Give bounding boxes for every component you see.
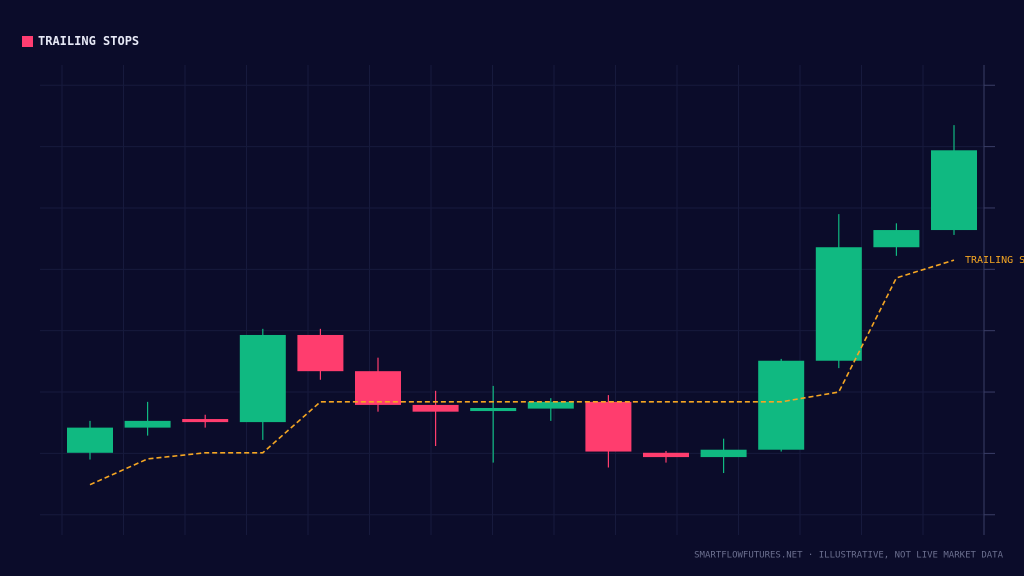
footer-note: SMARTFLOWFUTURES.NET · ILLUSTRATIVE, NOT… [694, 551, 1003, 561]
candle-body [297, 334, 344, 372]
candle-body [758, 360, 805, 450]
candle-body [815, 247, 862, 361]
candle-body [355, 371, 401, 405]
candle-body [470, 407, 517, 412]
candle-body [412, 404, 459, 412]
candle-body [873, 230, 920, 248]
candle-body [931, 150, 977, 231]
candle-body [67, 427, 113, 453]
line-end-label: TRAILING STOPS [965, 255, 1024, 266]
candle-body [124, 420, 171, 428]
candle-body [585, 401, 632, 452]
candle-body [527, 401, 574, 409]
candle-body [643, 452, 689, 458]
candle-body [700, 449, 747, 458]
candle-body [182, 419, 229, 423]
legend-label: TRAILING STOPS [38, 34, 139, 48]
trailing-stop-line [89, 259, 955, 486]
candle-body [239, 334, 286, 423]
legend-swatch [22, 36, 33, 47]
